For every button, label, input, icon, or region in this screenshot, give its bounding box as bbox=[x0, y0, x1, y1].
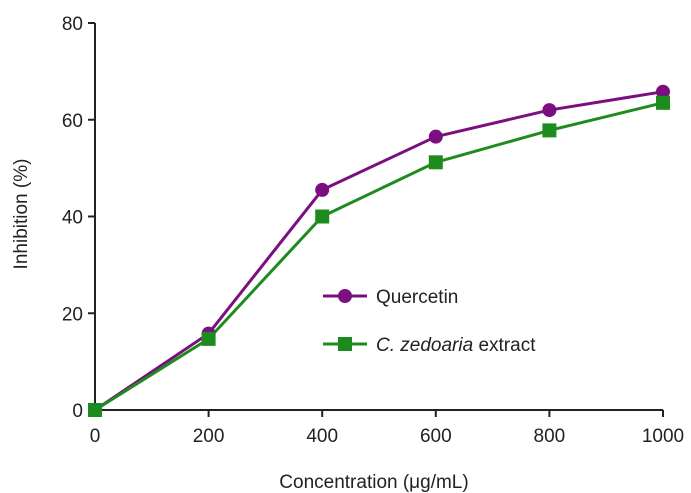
data-point-0 bbox=[542, 103, 557, 118]
y-tick-label: 60 bbox=[62, 111, 83, 132]
x-tick-label: 600 bbox=[420, 426, 452, 447]
series-line-1 bbox=[94, 101, 664, 412]
data-point-0 bbox=[428, 129, 443, 144]
legend: Quercetin C. zedoaria extract bbox=[323, 287, 536, 356]
data-point-0 bbox=[656, 84, 670, 99]
x-tick-label: 200 bbox=[193, 426, 225, 447]
data-point-1 bbox=[315, 209, 330, 224]
data-point-1 bbox=[656, 95, 670, 110]
data-point-1 bbox=[542, 123, 557, 138]
series-layer bbox=[88, 84, 670, 417]
y-tick-label: 80 bbox=[62, 14, 83, 35]
x-tick-label: 400 bbox=[306, 426, 338, 447]
legend-marker-quercetin bbox=[338, 289, 352, 303]
series-line-0 bbox=[94, 90, 664, 412]
legend-label-quercetin: Quercetin bbox=[376, 287, 458, 308]
legend-label-zedoaria-italic: C. zedoaria bbox=[376, 335, 473, 356]
y-tick-label: 0 bbox=[72, 401, 83, 422]
x-ticks: 0 200 400 600 800 1000 bbox=[90, 410, 684, 447]
data-point-1 bbox=[88, 403, 102, 417]
x-tick-label: 0 bbox=[90, 426, 101, 447]
x-tick-label: 1000 bbox=[642, 426, 684, 447]
data-point-1 bbox=[201, 331, 216, 346]
x-tick-label: 800 bbox=[534, 426, 566, 447]
data-point-0 bbox=[315, 182, 330, 197]
y-ticks: 0 20 40 60 80 bbox=[62, 14, 95, 422]
legend-label-zedoaria: C. zedoaria extract bbox=[376, 335, 536, 356]
y-tick-label: 40 bbox=[62, 208, 83, 229]
legend-label-zedoaria-rest: extract bbox=[473, 335, 536, 356]
x-axis-title: Concentration (μg/mL) bbox=[279, 472, 468, 493]
legend-marker-zedoaria bbox=[338, 337, 352, 351]
y-axis-title: Inhibition (%) bbox=[11, 159, 32, 270]
y-tick-label: 20 bbox=[62, 304, 83, 325]
data-point-1 bbox=[428, 155, 443, 170]
